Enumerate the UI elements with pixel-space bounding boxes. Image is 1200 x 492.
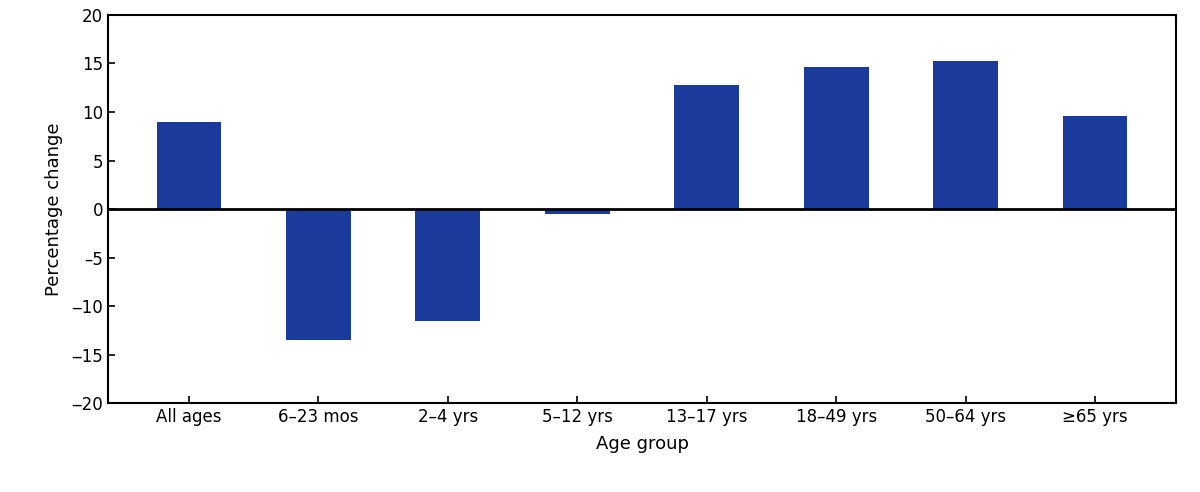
Bar (1063, 116, 1128, 209)
Y-axis label: Percentage change: Percentage change (46, 123, 64, 296)
Bar (286, 209, 350, 340)
Bar (934, 62, 998, 209)
Bar (545, 209, 610, 214)
Bar (674, 85, 739, 209)
Bar (415, 209, 480, 321)
Bar (156, 122, 221, 209)
X-axis label: Age group: Age group (595, 434, 689, 453)
Bar (804, 67, 869, 209)
